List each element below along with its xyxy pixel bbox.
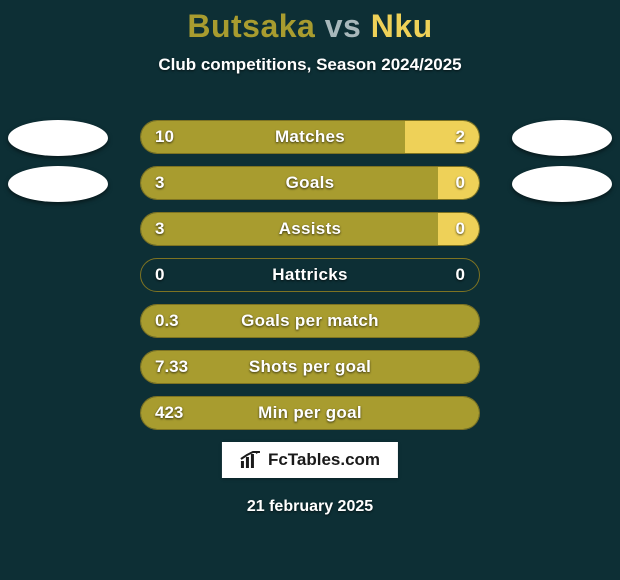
stat-label: Min per goal (141, 397, 479, 429)
title: Butsaka vs Nku (0, 8, 620, 45)
stat-label: Assists (141, 213, 479, 245)
stat-label: Shots per goal (141, 351, 479, 383)
title-player2: Nku (371, 8, 433, 44)
stat-bar: 30Goals (140, 166, 480, 200)
subtitle: Club competitions, Season 2024/2025 (0, 55, 620, 75)
avatar-left (8, 166, 108, 202)
stat-bar: 102Matches (140, 120, 480, 154)
stat-label: Hattricks (141, 259, 479, 291)
avatar-right (512, 166, 612, 202)
footer-badge-text: FcTables.com (268, 450, 380, 470)
comparison-card: Butsaka vs Nku Club competitions, Season… (0, 0, 620, 580)
stat-bar: 423Min per goal (140, 396, 480, 430)
stat-bar: 00Hattricks (140, 258, 480, 292)
stat-bar: 0.3Goals per match (140, 304, 480, 338)
chart-icon (240, 451, 262, 469)
title-player1: Butsaka (187, 8, 315, 44)
stat-label: Matches (141, 121, 479, 153)
stat-label: Goals per match (141, 305, 479, 337)
title-vs: vs (325, 8, 362, 44)
stat-label: Goals (141, 167, 479, 199)
date: 21 february 2025 (0, 498, 620, 516)
avatar-left (8, 120, 108, 156)
footer-badge[interactable]: FcTables.com (222, 442, 398, 478)
stat-bar: 7.33Shots per goal (140, 350, 480, 384)
avatar-right (512, 120, 612, 156)
stat-bar: 30Assists (140, 212, 480, 246)
